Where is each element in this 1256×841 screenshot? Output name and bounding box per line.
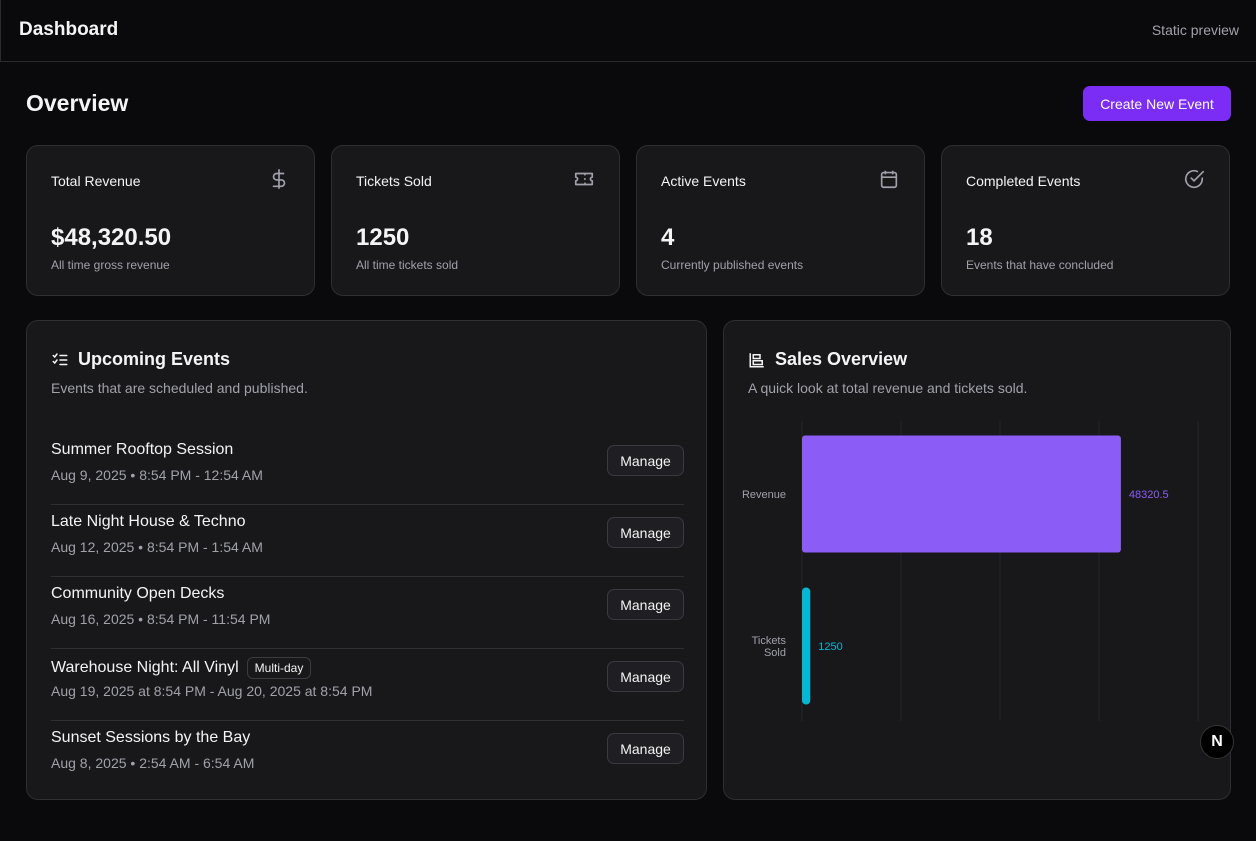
- event-name: Late Night House & Techno: [51, 513, 246, 531]
- event-datetime: Aug 9, 2025 • 8:54 PM - 12:54 AM: [51, 467, 263, 483]
- check-circle-icon: [1184, 170, 1204, 188]
- stat-value: 18: [966, 224, 993, 251]
- event-title: Sunset Sessions by the Bay: [51, 729, 251, 746]
- stat-label: Total Revenue: [51, 173, 141, 189]
- event-name: Summer Rooftop Session: [51, 441, 233, 459]
- sales-overview-subtitle: A quick look at total revenue and ticket…: [748, 380, 1028, 396]
- stat-card-completed-events: Completed Events 18 Events that have con…: [941, 145, 1230, 296]
- manage-button[interactable]: Manage: [607, 733, 684, 764]
- stat-value: $48,320.50: [51, 224, 172, 251]
- bar-revenue: [802, 435, 1121, 553]
- event-name: Sunset Sessions by the Bay: [51, 729, 250, 747]
- event-row: Community Open Decks Aug 16, 2025 • 8:54…: [51, 577, 684, 649]
- page-title: Overview: [26, 90, 129, 116]
- list-checks-icon: [52, 352, 68, 365]
- sales-bar-chart: Revenue 48320.5 Tickets Sold 1250: [742, 421, 1199, 721]
- calendar-icon: [880, 170, 898, 189]
- stat-label: Tickets Sold: [356, 173, 432, 189]
- event-title: Late Night House & Techno: [51, 513, 246, 530]
- bar-chart-icon: [749, 352, 764, 367]
- manage-button[interactable]: Manage: [607, 445, 684, 476]
- multi-day-badge: Multi-day: [246, 657, 312, 679]
- event-datetime: Aug 8, 2025 • 2:54 AM - 6:54 AM: [51, 755, 255, 771]
- stat-subtext: Currently published events: [661, 258, 804, 272]
- category-label: Tickets Sold: [752, 635, 787, 659]
- event-title: Warehouse Night: All Vinyl: [51, 659, 239, 676]
- sales-overview-title: Sales Overview: [748, 349, 907, 370]
- category-label: Revenue: [742, 489, 786, 501]
- manage-button[interactable]: Manage: [607, 661, 684, 692]
- upcoming-events-subtitle: Events that are scheduled and published.: [51, 380, 308, 396]
- create-new-event-button[interactable]: Create New Event: [1083, 86, 1231, 121]
- stat-subtext: All time tickets sold: [356, 258, 459, 272]
- stat-value: 4: [661, 224, 675, 251]
- stat-label: Active Events: [661, 173, 746, 189]
- event-datetime: Aug 12, 2025 • 8:54 PM - 1:54 AM: [51, 539, 263, 555]
- panel-title-text: Upcoming Events: [78, 349, 231, 369]
- event-row: Sunset Sessions by the Bay Aug 8, 2025 •…: [51, 721, 684, 793]
- dollar-icon: [272, 169, 286, 189]
- event-name: Warehouse Night: All Vinyl Multi-day: [51, 657, 312, 679]
- event-name: Community Open Decks: [51, 585, 224, 603]
- data-label: 48320.5: [1129, 489, 1169, 501]
- app-title: Dashboard: [19, 19, 119, 40]
- event-datetime: Aug 19, 2025 at 8:54 PM - Aug 20, 2025 a…: [51, 683, 373, 699]
- event-title: Community Open Decks: [51, 585, 225, 602]
- stat-card-total-revenue: Total Revenue $48,320.50 All time gross …: [26, 145, 315, 296]
- data-label: 1250: [818, 641, 842, 653]
- stat-card-active-events: Active Events 4 Currently published even…: [636, 145, 925, 296]
- upcoming-events-panel: Upcoming Events Events that are schedule…: [26, 320, 707, 800]
- manage-button[interactable]: Manage: [607, 517, 684, 548]
- stat-value: 1250: [356, 224, 410, 251]
- panel-title-text: Sales Overview: [775, 349, 908, 369]
- upcoming-events-title: Upcoming Events: [51, 349, 230, 370]
- stat-card-tickets-sold: Tickets Sold 1250 All time tickets sold: [331, 145, 620, 296]
- sales-overview-panel: Sales Overview A quick look at total rev…: [723, 320, 1231, 800]
- event-title: Summer Rooftop Session: [51, 441, 234, 458]
- event-row: Late Night House & Techno Aug 12, 2025 •…: [51, 505, 684, 577]
- ticket-icon: [574, 172, 594, 186]
- stat-subtext: All time gross revenue: [51, 258, 170, 272]
- event-datetime: Aug 16, 2025 • 8:54 PM - 11:54 PM: [51, 611, 271, 627]
- top-bar: Dashboard Static preview: [0, 0, 1256, 62]
- event-row: Summer Rooftop Session Aug 9, 2025 • 8:5…: [51, 433, 684, 505]
- stat-subtext: Events that have concluded: [966, 258, 1114, 272]
- static-preview-label: Static preview: [1151, 22, 1239, 38]
- stat-label: Completed Events: [966, 173, 1081, 189]
- bar-tickets-sold: [802, 587, 811, 705]
- event-row: Warehouse Night: All Vinyl Multi-day Aug …: [51, 649, 684, 721]
- manage-button[interactable]: Manage: [607, 589, 684, 620]
- next-devtools-button[interactable]: N: [1200, 725, 1234, 759]
